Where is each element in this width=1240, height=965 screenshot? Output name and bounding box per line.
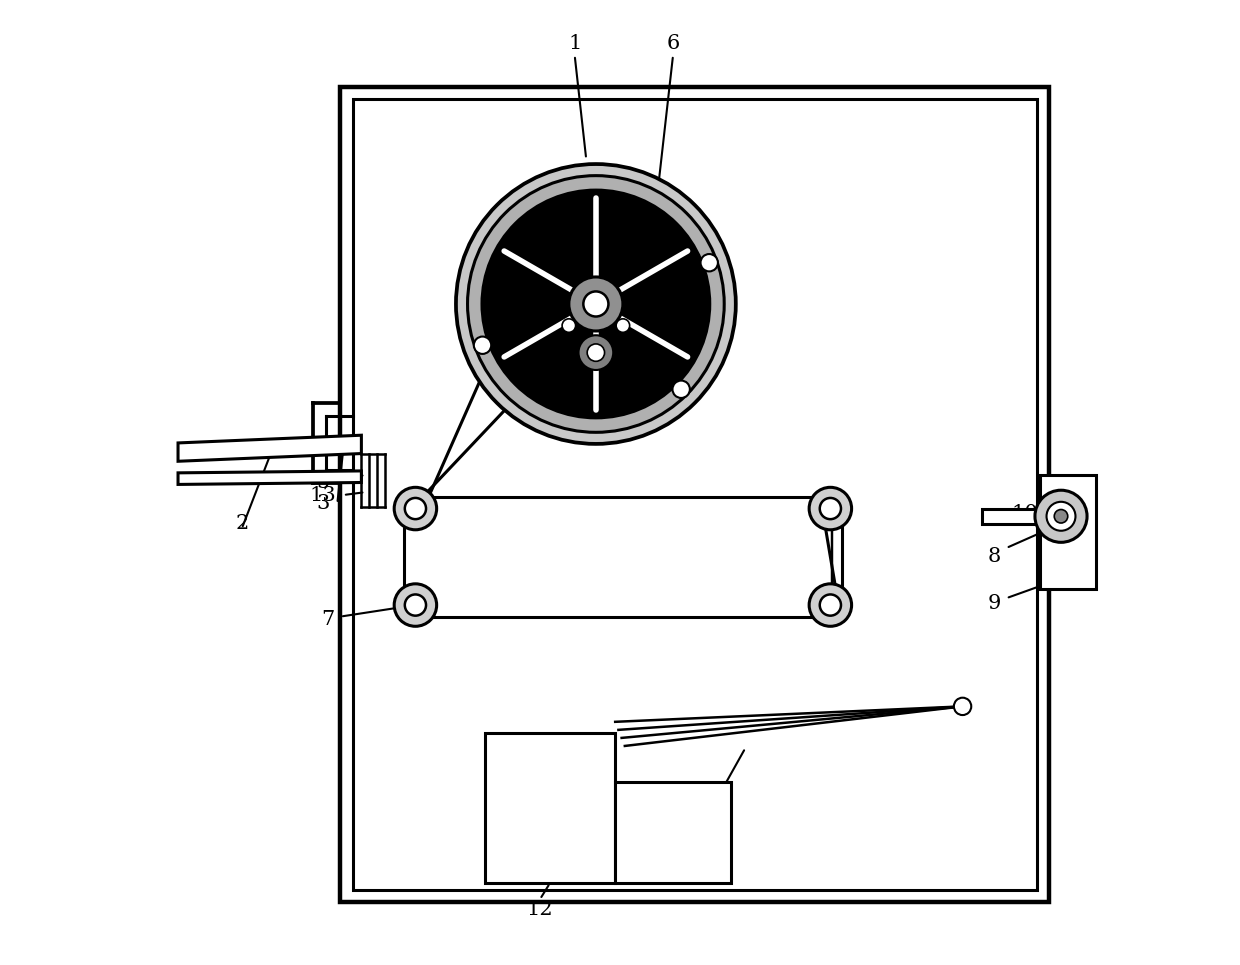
Circle shape <box>482 190 709 418</box>
Bar <box>615 782 730 883</box>
Circle shape <box>404 498 427 519</box>
Circle shape <box>616 318 630 332</box>
Text: 7: 7 <box>321 610 335 629</box>
Text: 8: 8 <box>988 547 1001 566</box>
Circle shape <box>954 698 971 715</box>
Circle shape <box>701 254 718 271</box>
Text: 3: 3 <box>316 494 330 513</box>
Circle shape <box>820 498 841 519</box>
Text: 11: 11 <box>682 840 708 859</box>
Text: 6: 6 <box>666 34 680 53</box>
Text: 9: 9 <box>988 593 1001 613</box>
Circle shape <box>579 335 614 370</box>
Circle shape <box>588 344 605 361</box>
Bar <box>485 733 615 883</box>
Text: 13: 13 <box>310 485 336 505</box>
Circle shape <box>810 487 852 530</box>
Circle shape <box>1054 510 1068 523</box>
Text: 5: 5 <box>316 473 330 492</box>
Circle shape <box>467 176 724 432</box>
Circle shape <box>1047 502 1075 531</box>
Text: 12: 12 <box>527 899 553 919</box>
Bar <box>352 99 1037 890</box>
Text: 10: 10 <box>1012 504 1039 523</box>
Circle shape <box>820 594 841 616</box>
Circle shape <box>569 277 622 331</box>
Polygon shape <box>179 435 361 461</box>
Circle shape <box>810 584 852 626</box>
Circle shape <box>562 318 575 332</box>
Bar <box>340 87 1049 902</box>
Bar <box>1040 475 1096 589</box>
Circle shape <box>672 380 689 398</box>
Circle shape <box>474 337 491 354</box>
Circle shape <box>394 584 436 626</box>
Circle shape <box>583 291 609 317</box>
Polygon shape <box>179 471 361 484</box>
Circle shape <box>394 487 436 530</box>
Circle shape <box>404 594 427 616</box>
Bar <box>982 510 1040 523</box>
Circle shape <box>1035 490 1087 542</box>
Text: 1: 1 <box>568 34 582 53</box>
Circle shape <box>456 164 735 444</box>
Text: 2: 2 <box>236 513 248 533</box>
